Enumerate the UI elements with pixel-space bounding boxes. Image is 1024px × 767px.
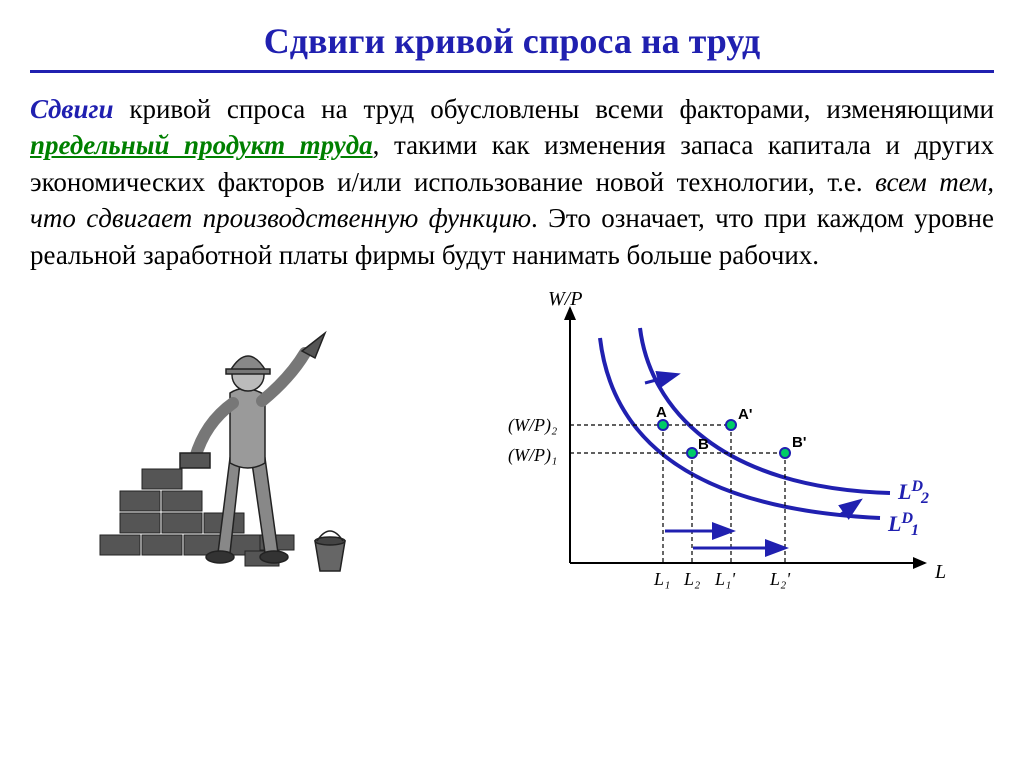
label-b: B: [698, 436, 709, 453]
label-ap: A': [738, 406, 752, 423]
point-bp: [780, 448, 790, 458]
y-axis-label: W/P: [548, 288, 582, 310]
lower-row: W/P L A B: [30, 283, 994, 613]
text-run-2: кривой спроса на труд обусловлены всеми …: [113, 94, 994, 124]
label-a: A: [656, 404, 667, 421]
title-underline: [30, 70, 994, 73]
ytick-wp1: (W/P)₁: [508, 445, 557, 466]
emphasis-marginal-product: предельный продукт труда: [30, 130, 373, 160]
emphasis-sdvigi: Сдвиги: [30, 94, 113, 124]
shift-arrow-bottom: [840, 502, 858, 515]
point-ap: [726, 420, 736, 430]
x-axis-label: L: [934, 561, 946, 583]
page-title: Сдвиги кривой спроса на труд: [30, 20, 994, 62]
label-bp: B': [792, 434, 806, 451]
point-b: [687, 448, 697, 458]
curve-ld1: [600, 338, 880, 518]
curve-label-ld2: LD2: [897, 478, 929, 507]
xtick-l2: L₂: [683, 569, 700, 589]
curve-label-ld1: LD1: [887, 510, 919, 539]
point-a: [658, 420, 668, 430]
xtick-l1p: L₁': [714, 569, 736, 589]
labor-demand-chart: W/P L A B: [450, 283, 994, 613]
ytick-wp2: (W/P)₂: [508, 415, 557, 436]
curve-ld2: [640, 328, 890, 493]
main-paragraph: Сдвиги кривой спроса на труд обусловлены…: [30, 91, 994, 273]
xtick-l2p: L₂': [769, 569, 791, 589]
xtick-l1: L₁: [653, 569, 670, 589]
shift-arrow-top: [645, 375, 675, 383]
worker-illustration: [30, 283, 450, 613]
